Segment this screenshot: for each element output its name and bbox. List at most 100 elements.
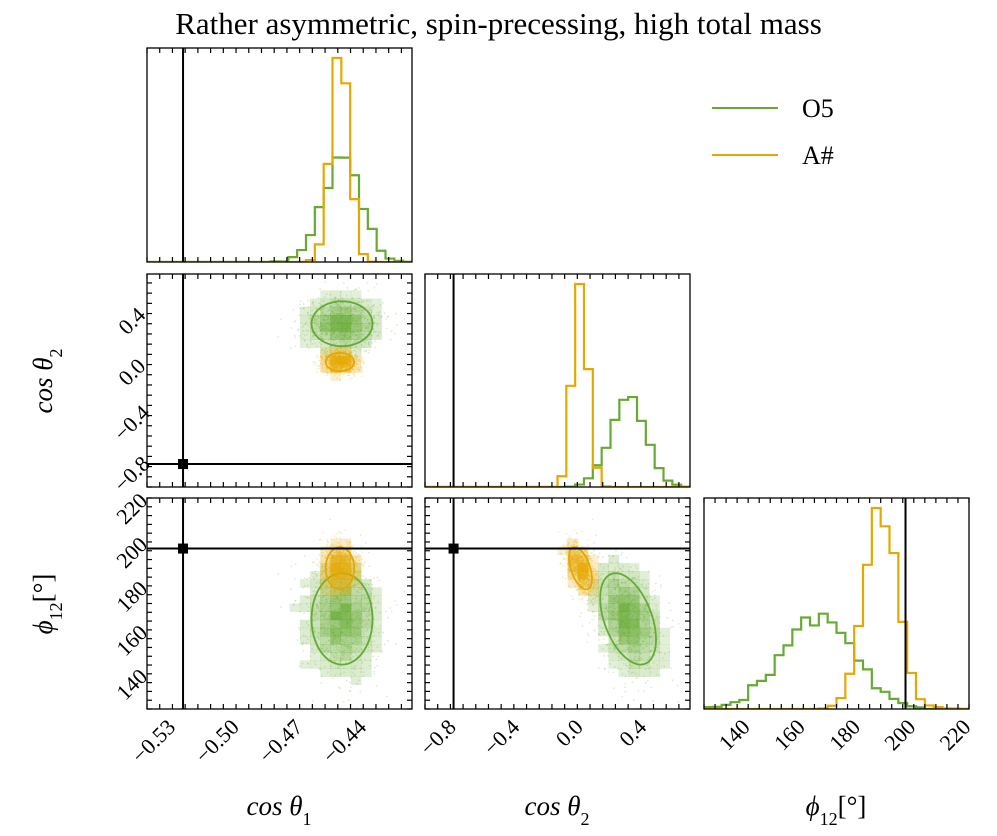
sample-point xyxy=(627,661,630,663)
sample-point xyxy=(322,352,324,355)
sample-point xyxy=(587,593,590,596)
sample-point xyxy=(302,307,305,310)
sample-point xyxy=(338,354,340,357)
sample-point xyxy=(325,371,327,374)
sample-point xyxy=(356,682,359,685)
sample-point xyxy=(576,571,578,574)
sample-point xyxy=(341,717,343,719)
sample-point xyxy=(592,541,595,544)
density-cell xyxy=(330,635,342,645)
density-cell xyxy=(608,554,620,564)
sample-point xyxy=(354,564,357,567)
sample-point xyxy=(335,581,337,584)
sample-point xyxy=(327,541,329,543)
sample-point xyxy=(613,647,616,650)
sample-point xyxy=(669,609,672,612)
sample-point xyxy=(358,369,360,372)
sample-point xyxy=(330,594,333,597)
sample-point xyxy=(336,649,339,652)
density-cell xyxy=(598,571,609,580)
sample-point xyxy=(614,568,616,571)
sample-point xyxy=(333,535,336,538)
sample-point xyxy=(375,684,378,687)
sample-point xyxy=(329,349,332,351)
sample-point xyxy=(608,671,610,674)
sample-point xyxy=(367,584,370,586)
sample-point xyxy=(613,646,616,649)
sample-point xyxy=(355,301,358,304)
sample-point xyxy=(322,364,324,367)
sample-point xyxy=(336,580,339,583)
sample-point xyxy=(305,320,308,323)
density-cell xyxy=(330,339,342,349)
sample-point xyxy=(311,302,314,305)
sample-point xyxy=(328,363,331,366)
sample-point xyxy=(316,564,318,567)
density-cell xyxy=(598,627,609,637)
sample-point xyxy=(330,345,333,348)
sample-point xyxy=(368,614,371,617)
density-cell xyxy=(340,554,352,564)
sample-point xyxy=(306,333,308,336)
sample-point xyxy=(625,664,627,667)
sample-point xyxy=(354,361,357,364)
sample-point xyxy=(352,551,355,553)
sample-point xyxy=(321,566,324,569)
sample-point xyxy=(655,608,658,611)
sample-point xyxy=(321,311,324,313)
sample-point xyxy=(360,375,363,378)
sample-point xyxy=(314,572,317,575)
sample-point xyxy=(314,321,317,324)
sample-point xyxy=(363,610,366,613)
sample-point xyxy=(303,555,306,558)
sample-point xyxy=(311,342,314,345)
contour-O5 xyxy=(599,572,657,666)
sample-point xyxy=(325,332,328,335)
density-cell xyxy=(340,364,352,373)
sample-point xyxy=(641,583,644,586)
sample-point xyxy=(374,330,377,333)
sample-point xyxy=(333,589,336,592)
sample-point xyxy=(348,350,351,353)
sample-point xyxy=(652,639,655,642)
sample-point xyxy=(338,305,341,307)
sample-point xyxy=(340,297,343,300)
sample-point xyxy=(651,598,654,601)
sample-point xyxy=(346,544,349,547)
sample-point xyxy=(327,562,330,564)
sample-point xyxy=(608,570,611,573)
sample-point xyxy=(636,659,639,662)
sample-point xyxy=(581,624,584,627)
sample-point xyxy=(353,601,356,604)
sample-point xyxy=(603,630,606,633)
sample-point xyxy=(577,588,580,591)
density-cell xyxy=(320,619,331,629)
sample-point xyxy=(337,552,339,555)
density-cell xyxy=(608,587,620,596)
sample-point xyxy=(355,353,357,356)
density-cell xyxy=(628,619,640,629)
sample-point xyxy=(342,701,345,703)
sample-point xyxy=(365,603,368,606)
sample-point xyxy=(353,371,356,374)
sample-point xyxy=(350,350,353,353)
sample-point xyxy=(387,616,389,619)
sample-point xyxy=(338,585,341,588)
sample-point xyxy=(334,297,336,300)
sample-point xyxy=(624,686,627,689)
sample-point xyxy=(318,326,321,329)
sample-point xyxy=(358,591,361,594)
sample-point xyxy=(661,657,664,659)
sample-point xyxy=(328,561,331,564)
sample-point xyxy=(370,593,373,595)
sample-point xyxy=(620,582,623,585)
sample-point xyxy=(644,682,647,684)
histogram-A#-cos_theta1 xyxy=(147,56,412,262)
sample-point xyxy=(333,552,335,555)
sample-point xyxy=(571,550,574,553)
sample-point xyxy=(342,302,344,305)
sample-point xyxy=(336,305,339,307)
sample-point xyxy=(668,650,671,653)
sample-point xyxy=(381,315,383,318)
sample-point xyxy=(370,613,372,615)
